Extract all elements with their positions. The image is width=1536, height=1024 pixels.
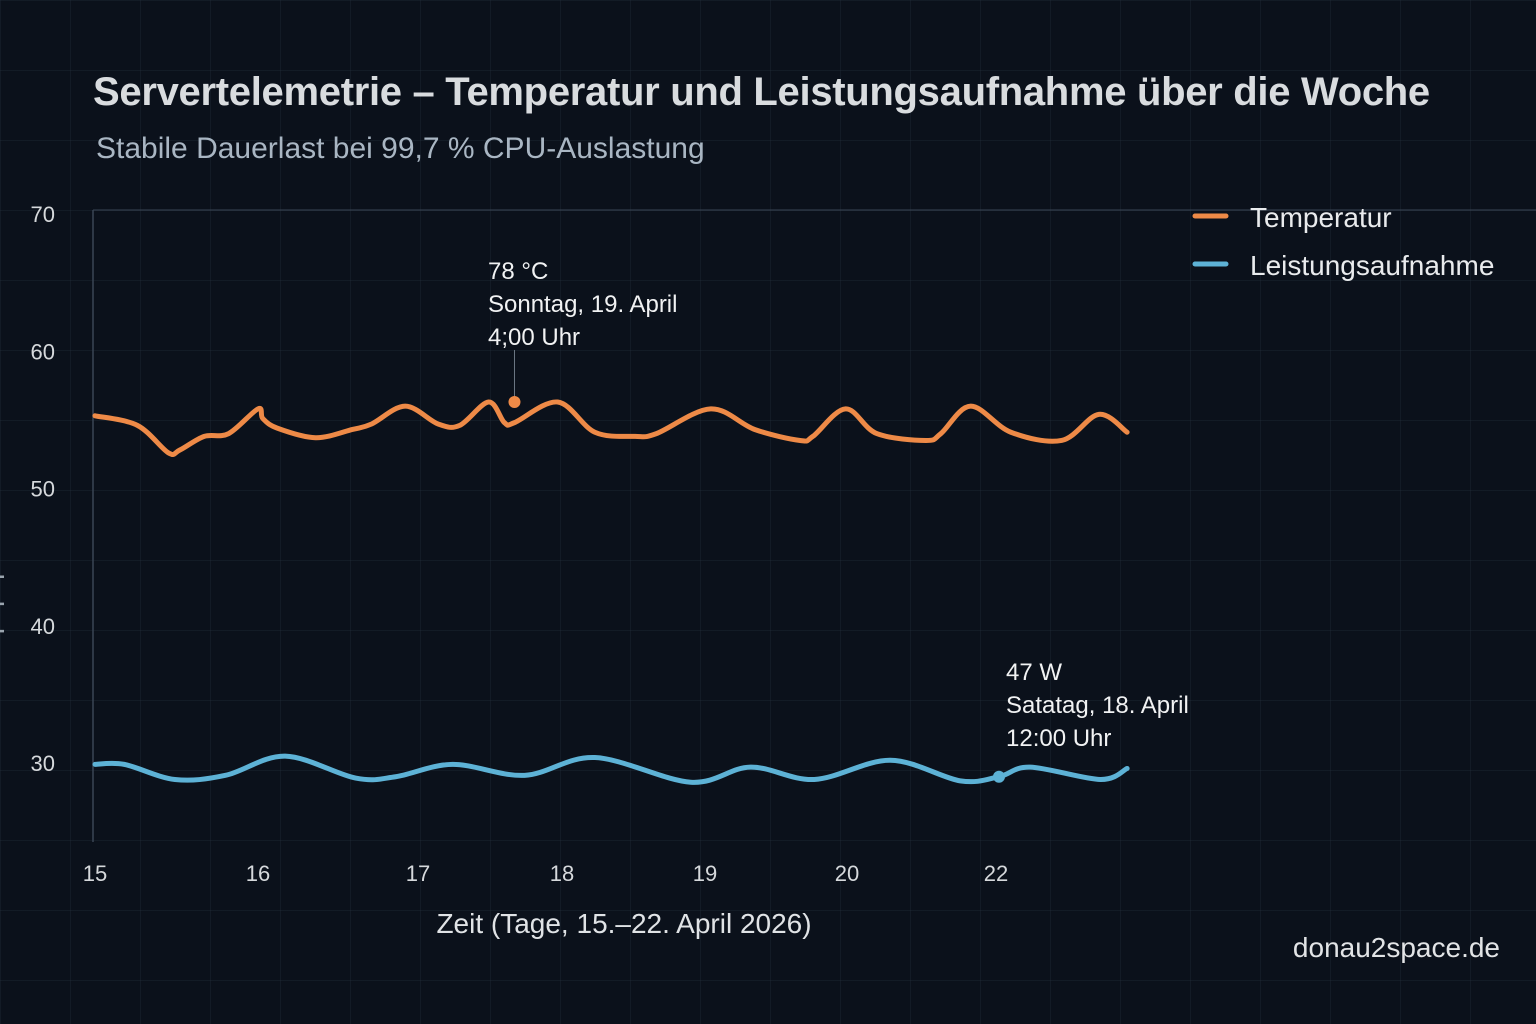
x-tick-label: 16 xyxy=(246,861,270,886)
x-axis-label: Zeit (Tage, 15.–22. April 2026) xyxy=(436,908,811,939)
watermark: donau2space.de xyxy=(1292,932,1500,963)
y-axis-ticks: 30 40 50 60 70 xyxy=(31,202,55,776)
x-axis-ticks: 15 16 17 18 19 20 22 xyxy=(83,861,1008,886)
legend-label-temperature: Temperatur xyxy=(1250,202,1392,233)
plot-frame xyxy=(92,209,1536,842)
y-tick-label: 60 xyxy=(31,339,55,364)
x-tick-label: 17 xyxy=(406,861,430,886)
series-lines xyxy=(92,399,1130,785)
annotations: 78 °C Sonntag, 19. April 4;00 Uhr 47 W Satat… xyxy=(488,258,1189,783)
x-tick-label: 22 xyxy=(984,861,1008,886)
annotation-text: 4;00 Uhr xyxy=(488,324,580,351)
chart-title: Servertelemetrie – Temperatur und Leistu… xyxy=(93,70,1430,114)
y-tick-label: 70 xyxy=(31,202,55,227)
annotation-text: 12:00 Uhr xyxy=(1006,725,1111,752)
temperature-line xyxy=(92,399,1130,458)
power-line xyxy=(92,753,1130,785)
chart-subtitle: Stabile Dauerlast bei 99,7 % CPU-Auslast… xyxy=(96,132,705,165)
power-marker xyxy=(992,770,1005,783)
y-tick-label: 50 xyxy=(31,477,55,502)
legend-label-power: Leistungsaufnahme xyxy=(1250,250,1494,281)
annotation-text: Satatag, 18. April xyxy=(1006,692,1189,719)
temperature-peak-marker xyxy=(508,396,521,409)
x-tick-label: 20 xyxy=(835,861,859,886)
annotation-text: 47 W xyxy=(1006,659,1062,686)
y-tick-label: 40 xyxy=(31,614,55,639)
annotation-text: 78 °C xyxy=(488,258,548,285)
x-tick-label: 19 xyxy=(693,861,717,886)
annotation-text: Sonntag, 19. April xyxy=(488,291,677,318)
y-tick-label: 30 xyxy=(31,751,55,776)
x-tick-label: 15 xyxy=(83,861,107,886)
legend: Temperatur Leistungsaufnahme xyxy=(1192,202,1494,281)
x-tick-label: 18 xyxy=(550,861,574,886)
